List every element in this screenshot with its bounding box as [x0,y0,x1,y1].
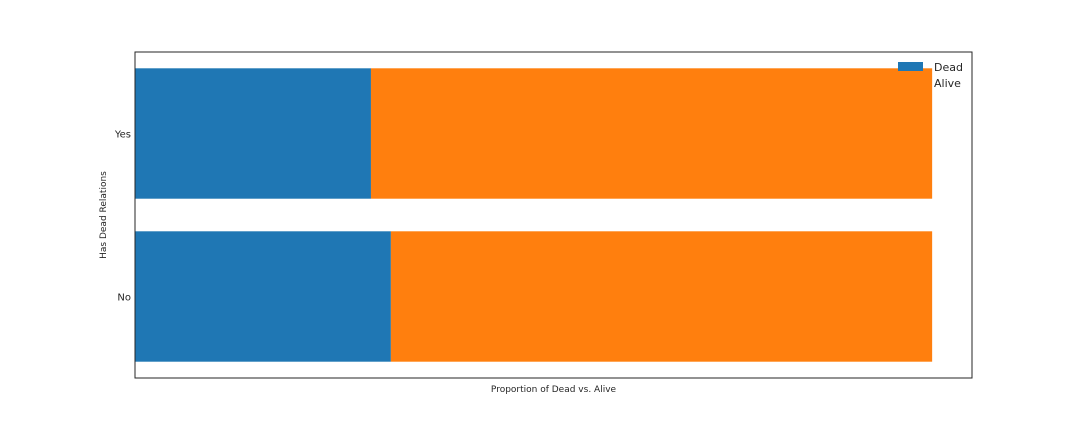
bar-alive-yes [370,68,933,199]
x-axis-label: Proportion of Dead vs. Alive [491,385,617,395]
plot-frame [134,51,973,379]
legend-label-dead: Dead [934,61,963,74]
y-tick-labels: No Yes [114,130,131,304]
bar-dead-yes [135,68,371,199]
bars-group [135,68,933,362]
bar-alive-no [390,231,933,362]
legend-label-alive: Alive [934,77,961,90]
y-axis-label: Has Dead Relations [99,171,109,259]
legend: Dead Alive [898,61,963,90]
bar-dead-no [135,231,391,362]
y-tick-label-yes: Yes [114,130,131,141]
legend-swatch-alive [898,78,923,87]
legend-swatch-dead [898,62,923,71]
y-tick-label-no: No [117,293,131,304]
